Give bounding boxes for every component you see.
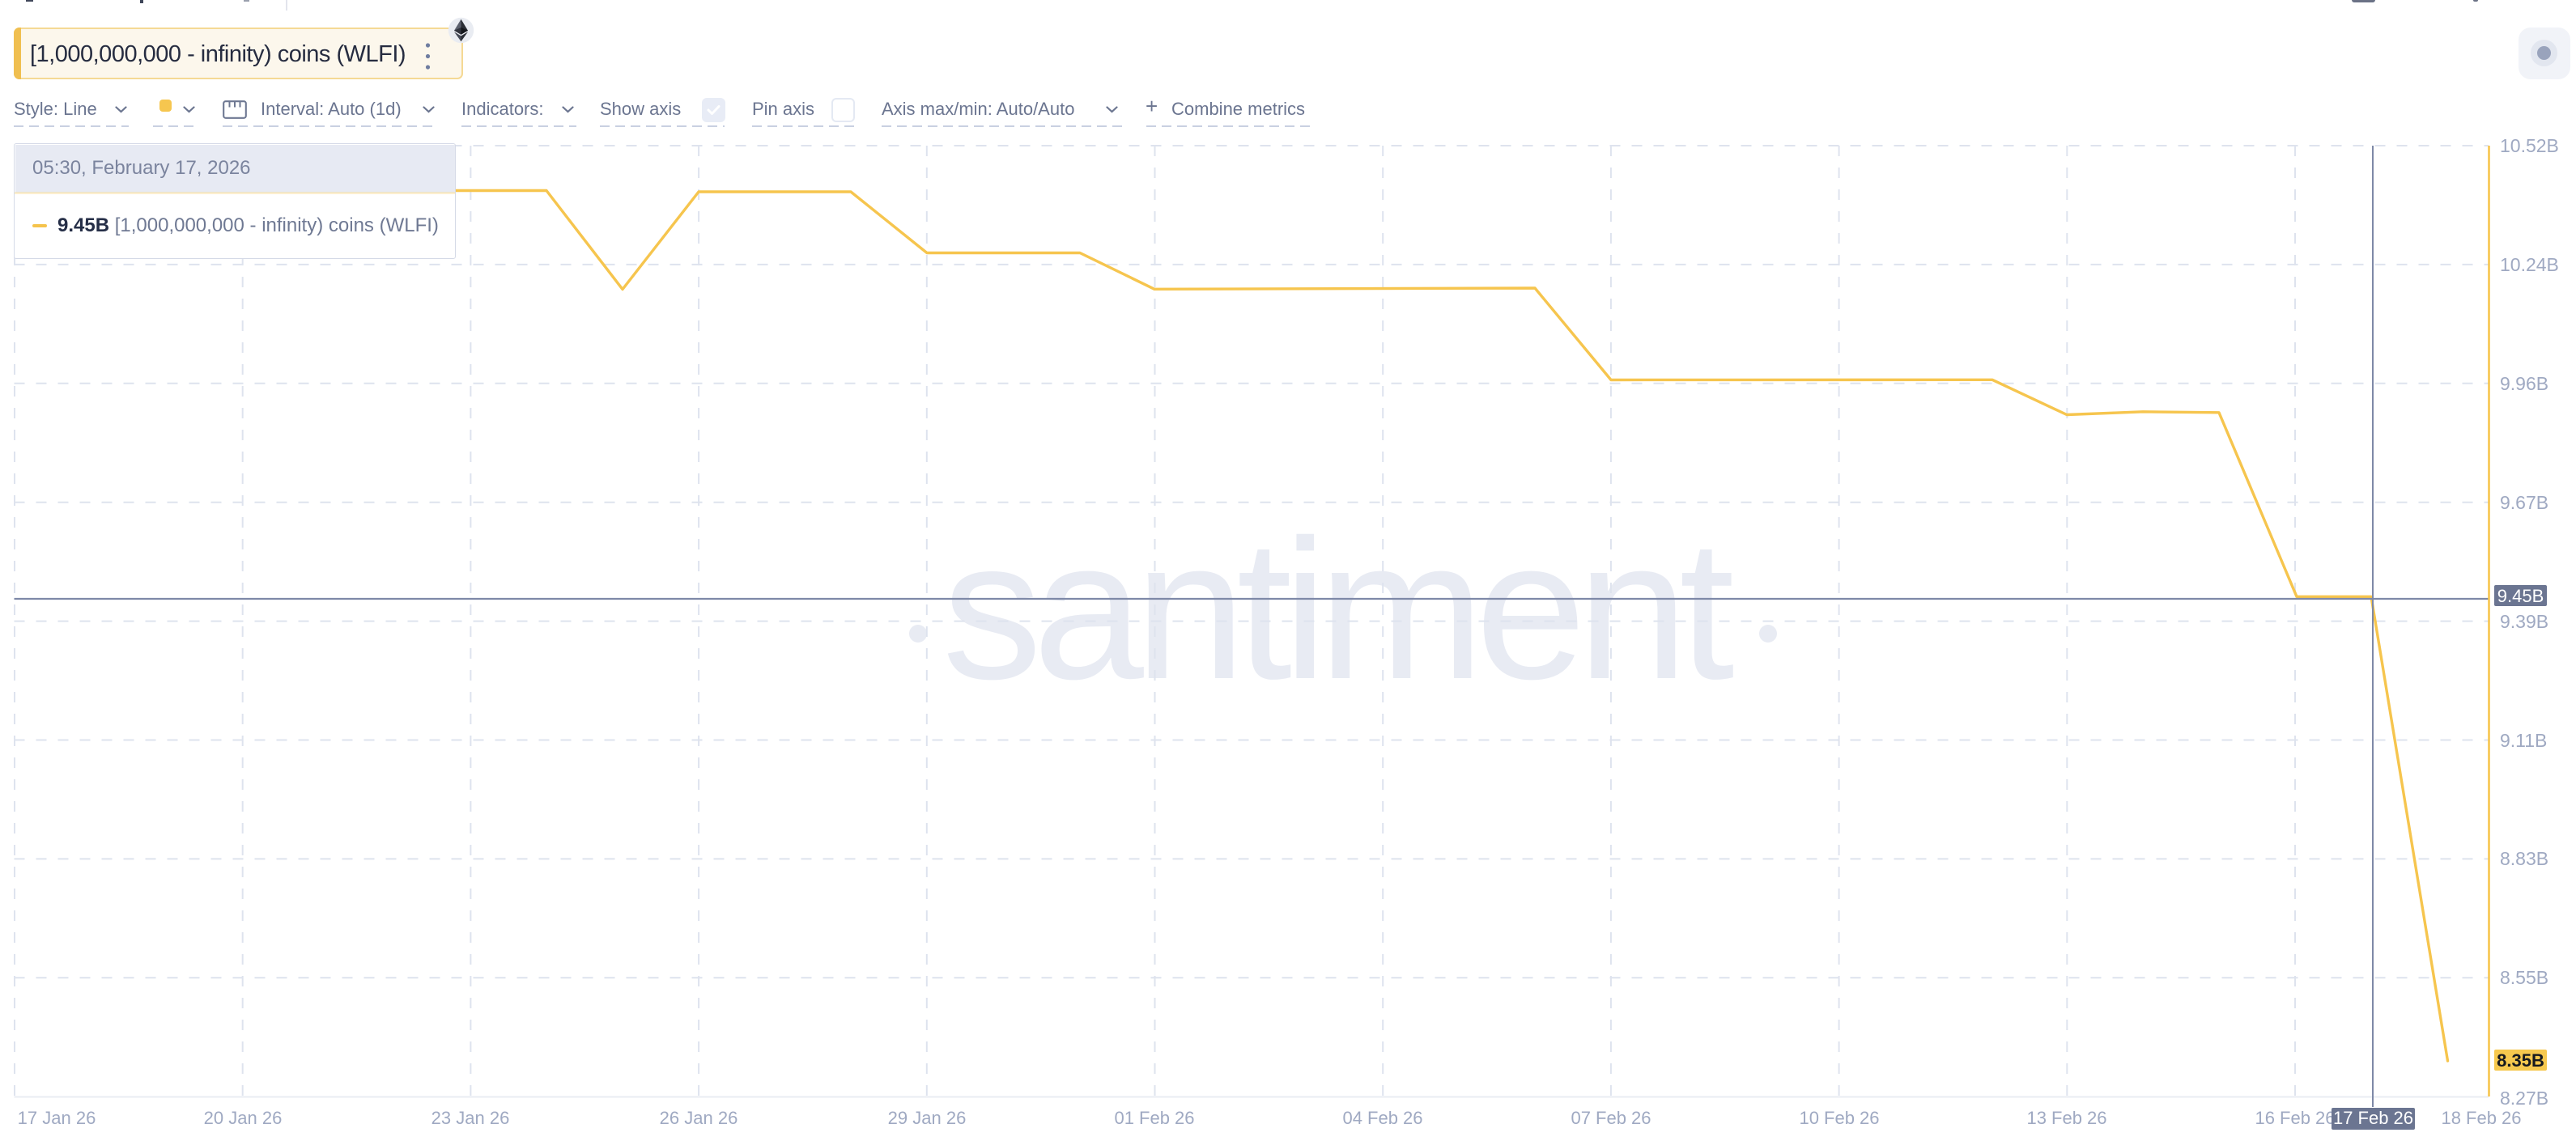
svg-text:16 Feb 26: 16 Feb 26: [2255, 1108, 2335, 1128]
svg-text:santiment: santiment: [942, 498, 1733, 721]
svg-text:9.39B: 9.39B: [2500, 611, 2548, 632]
svg-text:29 Jan 26: 29 Jan 26: [888, 1108, 967, 1128]
svg-text:8.27B: 8.27B: [2500, 1088, 2548, 1109]
svg-text:26 Jan 26: 26 Jan 26: [660, 1108, 738, 1128]
svg-text:18 Feb 26: 18 Feb 26: [2441, 1108, 2521, 1128]
svg-text:17 Feb 26: 17 Feb 26: [2333, 1108, 2413, 1128]
svg-text:01 Feb 26: 01 Feb 26: [1114, 1108, 1194, 1128]
svg-text:9.11B: 9.11B: [2500, 730, 2547, 751]
svg-text:9.67B: 9.67B: [2500, 492, 2548, 513]
svg-text:07 Feb 26: 07 Feb 26: [1571, 1108, 1651, 1128]
svg-text:9.96B: 9.96B: [2500, 373, 2548, 394]
svg-text:20 Jan 26: 20 Jan 26: [204, 1108, 283, 1128]
svg-text:8.35B: 8.35B: [2497, 1050, 2544, 1071]
svg-text:9.45B: 9.45B: [2497, 586, 2544, 606]
svg-text:10.24B: 10.24B: [2500, 254, 2559, 275]
svg-text:23 Jan 26: 23 Jan 26: [431, 1108, 510, 1128]
svg-text:04 Feb 26: 04 Feb 26: [1342, 1108, 1422, 1128]
svg-text:10.52B: 10.52B: [2500, 135, 2559, 156]
svg-text:17 Jan 26: 17 Jan 26: [18, 1108, 96, 1128]
svg-text:10 Feb 26: 10 Feb 26: [1799, 1108, 1879, 1128]
svg-text:8.55B: 8.55B: [2500, 967, 2548, 988]
svg-text:8.83B: 8.83B: [2500, 848, 2548, 869]
svg-text:13 Feb 26: 13 Feb 26: [2026, 1108, 2106, 1128]
